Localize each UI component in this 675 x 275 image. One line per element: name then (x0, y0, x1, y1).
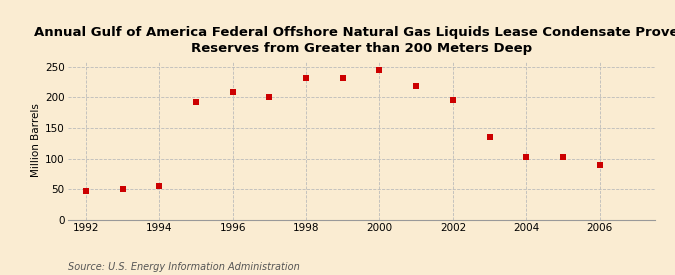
Point (300, 75, 311, 80)
Point (448, 98, 458, 102)
Title: Annual Gulf of America Federal Offshore Natural Gas Liquids Lease Condensate Pro: Annual Gulf of America Federal Offshore … (34, 26, 675, 55)
Text: Source: U.S. Energy Information Administration: Source: U.S. Energy Information Administ… (68, 262, 299, 271)
Point (117, 186, 128, 191)
Point (264, 95, 275, 99)
Point (80, 189, 91, 193)
Point (521, 155, 532, 160)
Point (338, 76, 348, 81)
Point (594, 163, 605, 167)
Point (190, 100, 201, 104)
Point (484, 135, 495, 139)
Point (154, 183, 165, 188)
Y-axis label: Million Barrels: Million Barrels (31, 103, 40, 177)
Point (558, 155, 568, 160)
Point (374, 67, 385, 72)
Point (227, 90, 238, 94)
Point (411, 83, 422, 88)
